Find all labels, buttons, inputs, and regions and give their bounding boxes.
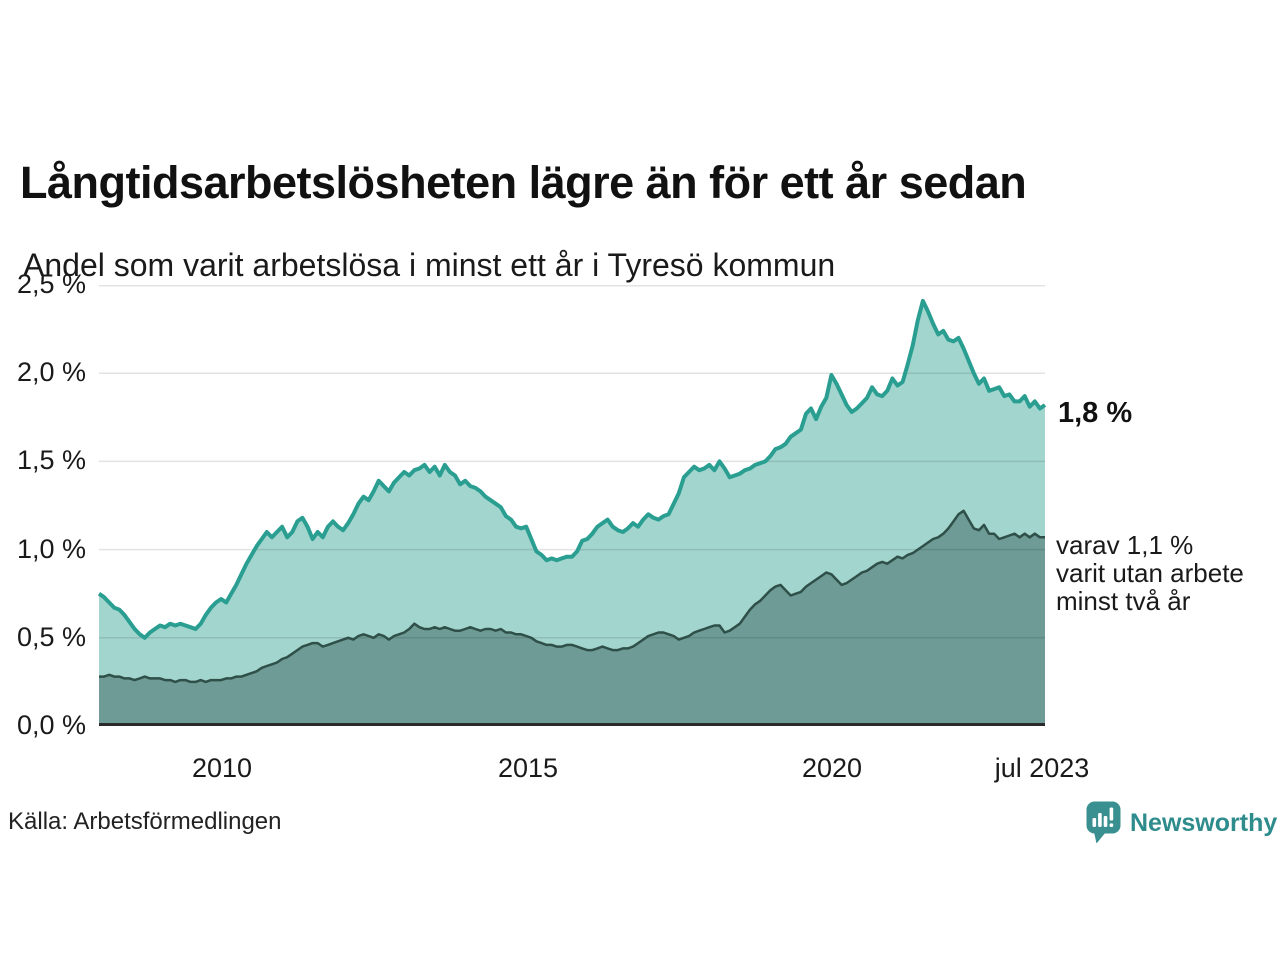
series-line-minst-tva-ar	[99, 509, 1045, 684]
plot-area	[97, 285, 1047, 726]
source-text: Källa: Arbetsförmedlingen	[8, 808, 282, 835]
x-tick-label: jul 2023	[994, 753, 1090, 783]
y-tick-label: 0,0 %	[16, 709, 86, 740]
newsworthy-logo-text: Newsworthy	[1130, 808, 1278, 837]
y-tick-label: 2,0 %	[16, 356, 86, 387]
annotation-line: minst två år	[1056, 586, 1191, 616]
end-value-label: 1,8 %	[1058, 397, 1133, 429]
y-tick-label: 1,5 %	[16, 444, 86, 475]
series-area-minst-tva-ar	[99, 510, 1045, 726]
x-tick-label: 2010	[191, 753, 253, 783]
series-line-minst-ett-ar	[97, 298, 1047, 640]
newsworthy-logo-icon	[1086, 801, 1121, 844]
x-tick-label: 2020	[801, 753, 863, 783]
y-tick-label: 0,5 %	[16, 621, 86, 652]
chart-title: Långtidsarbetslösheten lägre än för ett …	[20, 157, 1027, 209]
annotation-line: varav 1,1 %	[1056, 530, 1194, 560]
newsworthy-logo: Newsworthy	[1086, 801, 1277, 845]
annotation-line: varit utan arbete	[1056, 558, 1244, 588]
chart-subtitle: Andel som varit arbetslösa i minst ett å…	[23, 247, 836, 283]
y-tick-label: 2,5 %	[16, 268, 86, 299]
secondary-series-annotation: varav 1,1 % varit utan arbete minst två …	[1056, 531, 1244, 615]
x-tick-label: 2015	[497, 753, 559, 783]
y-tick-label: 1,0 %	[16, 533, 86, 564]
